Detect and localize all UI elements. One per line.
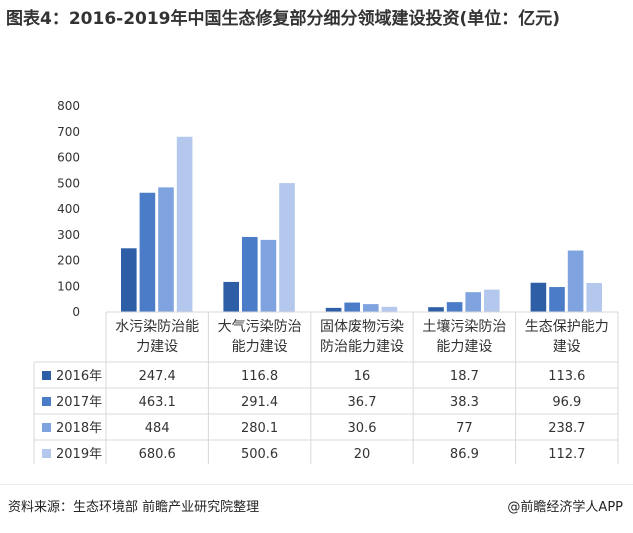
bar (363, 304, 379, 312)
y-tick-label: 100 (57, 279, 80, 293)
y-tick-label: 600 (57, 151, 80, 165)
data-label: 30.6 (348, 421, 377, 436)
bar (381, 306, 398, 312)
data-label: 36.7 (348, 395, 377, 410)
y-tick-label: 0 (72, 305, 80, 319)
y-tick-label: 200 (57, 254, 80, 268)
bar (586, 282, 602, 312)
bar (325, 307, 342, 312)
bar (139, 192, 156, 312)
data-label: 96.9 (552, 395, 581, 410)
bar (549, 287, 565, 312)
y-tick-label: 700 (57, 125, 80, 139)
data-label: 463.1 (139, 395, 176, 410)
data-label: 484 (145, 421, 170, 436)
data-label: 86.9 (450, 447, 479, 462)
bar (530, 282, 547, 312)
category-label: 土壤污染防治 (422, 318, 506, 335)
y-tick-label: 400 (57, 202, 80, 216)
footer-divider (0, 484, 633, 485)
legend-swatch (42, 449, 51, 458)
bar (567, 250, 584, 312)
data-label: 280.1 (241, 421, 278, 436)
data-label: 247.4 (139, 369, 176, 384)
category-label: 能力建设 (436, 339, 492, 355)
bar (344, 302, 360, 312)
y-tick-label: 300 (57, 228, 80, 242)
data-label: 291.4 (241, 395, 278, 410)
bar (121, 248, 137, 312)
chart-title: 图表4：2016-2019年中国生态修复部分细分领域建设投资(单位：亿元) (6, 9, 561, 29)
legend-label: 2016年 (56, 369, 102, 384)
data-label: 680.6 (139, 447, 176, 462)
category-label: 能力建设 (232, 339, 288, 355)
data-label: 113.6 (548, 369, 585, 384)
bar (242, 236, 258, 312)
data-label: 500.6 (241, 447, 278, 462)
source-note: 资料来源：生态环境部 前瞻产业研究院整理 (8, 500, 260, 515)
data-label: 116.8 (241, 369, 278, 384)
y-tick-label: 800 (57, 99, 80, 113)
data-label: 38.3 (450, 395, 479, 410)
category-label: 防治能力建设 (320, 339, 404, 355)
data-label: 16 (354, 369, 371, 384)
bar (223, 281, 239, 312)
y-tick-label: 500 (57, 176, 80, 190)
legend-swatch (42, 397, 51, 406)
legend-swatch (42, 371, 51, 380)
data-label: 20 (354, 447, 371, 462)
bar (279, 183, 295, 312)
data-label: 112.7 (548, 447, 585, 462)
bar (484, 289, 500, 312)
legend-label: 2018年 (56, 421, 102, 436)
data-label: 238.7 (548, 421, 585, 436)
category-label: 建设 (553, 339, 581, 355)
category-label: 大气污染防治 (218, 319, 302, 335)
bar (158, 187, 174, 312)
bar (465, 292, 481, 312)
bar (446, 302, 463, 312)
legend-label: 2019年 (56, 447, 102, 462)
category-label: 水污染防治能 (115, 319, 199, 335)
bar (176, 136, 193, 312)
legend-swatch (42, 423, 51, 432)
category-label: 固体废物污染 (320, 319, 404, 335)
category-label: 力建设 (136, 339, 178, 355)
data-label: 77 (456, 421, 473, 436)
legend-label: 2017年 (56, 395, 102, 410)
category-label: 生态保护能力 (525, 319, 609, 335)
bar (260, 239, 277, 312)
chart-area: 0 100 200 300 400 500 600 700 800 水污染防治能 力建设 大气污染防治… (8, 92, 625, 467)
credit-note: @前瞻经济学人APP (507, 500, 623, 515)
bar (428, 307, 444, 312)
data-label: 18.7 (450, 369, 479, 384)
